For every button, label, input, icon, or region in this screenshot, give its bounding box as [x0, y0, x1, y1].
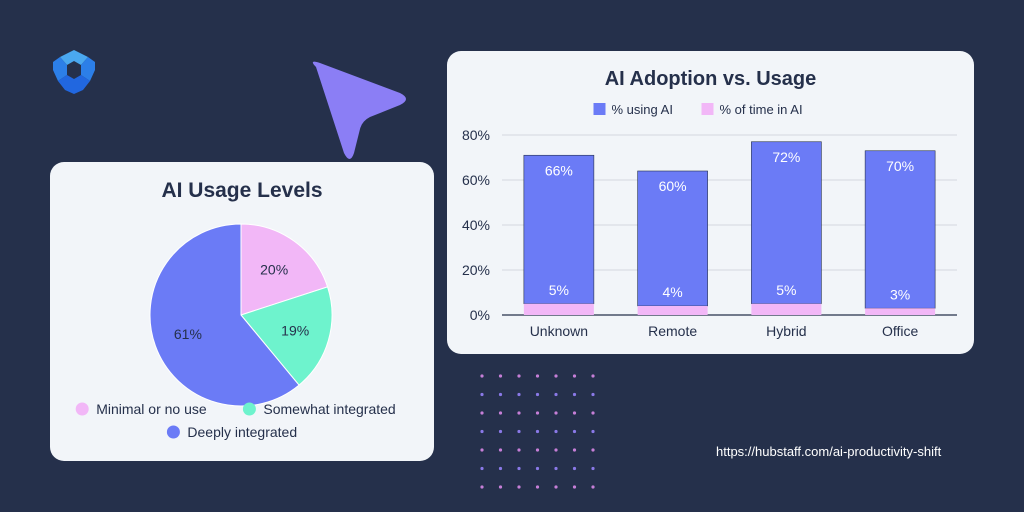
- bar-using-ai-2: [751, 141, 822, 305]
- x-tick-label-3: Office: [882, 323, 919, 339]
- decor-dot: [572, 374, 577, 378]
- bar-value-label-time-in-ai-0: 5%: [549, 282, 569, 298]
- legend-marker-0: [75, 402, 89, 416]
- decor-dot: [498, 466, 503, 471]
- decor-dot: [517, 466, 521, 471]
- decor-dot: [535, 374, 540, 378]
- decor-dot: [591, 466, 595, 471]
- decor-dot: [554, 466, 558, 471]
- legend-label-1: Somewhat integrated: [263, 401, 395, 417]
- legend-marker-1: [242, 402, 256, 416]
- decor-dot: [535, 411, 540, 415]
- pie-slice-2: [149, 223, 300, 407]
- bar-time-in-ai-0: [523, 303, 594, 315]
- decor-dot: [535, 392, 540, 397]
- decor-dot: [591, 411, 595, 415]
- pie-slice-label-0: 20%: [260, 261, 288, 277]
- decor-dot: [498, 448, 503, 452]
- decor-dot: [498, 485, 503, 489]
- x-tick-label-1: Remote: [648, 323, 697, 339]
- decor-dot: [517, 411, 521, 415]
- bar-value-label-using-ai-3: 70%: [886, 158, 914, 174]
- decor-dot: [591, 429, 595, 434]
- decor-dot: [517, 485, 521, 489]
- decor-dot: [498, 411, 503, 415]
- decor-dot: [591, 392, 595, 397]
- triangle-pointer-decor: [312, 61, 406, 159]
- decor-dot: [554, 411, 558, 415]
- decor-dot: [498, 429, 503, 434]
- legend-swatch-1: [701, 103, 714, 115]
- bar-value-label-using-ai-1: 60%: [659, 178, 687, 194]
- decor-dot: [498, 392, 503, 397]
- decor-dot: [572, 429, 577, 434]
- dot-grid-decor: [480, 374, 595, 489]
- pie-chart: 20% 19% 61% Minimal or no use Somewhat integ…: [75, 223, 396, 440]
- decor-dot: [572, 411, 577, 415]
- bar-chart-card: AI Adoption vs. Usage % using AI % of tim…: [447, 51, 974, 354]
- decor-dot: [591, 448, 595, 452]
- pie-slice-label-2: 61%: [174, 326, 202, 342]
- decor-dot: [480, 374, 484, 378]
- x-tick-label-2: Hybrid: [766, 323, 806, 339]
- legend-label-2: Deeply integrated: [187, 424, 297, 440]
- decor-dot: [554, 448, 558, 452]
- y-tick-label-2: 40%: [462, 217, 490, 233]
- pie-chart-card: AI Usage Levels 20% 19% 61% Minimal or no u…: [50, 162, 434, 461]
- decor-dot: [517, 448, 521, 452]
- decor-dot: [535, 429, 540, 434]
- bar-value-label-using-ai-0: 66%: [545, 162, 573, 178]
- decor-dot: [517, 392, 521, 397]
- x-tick-label-0: Unknown: [530, 323, 588, 339]
- bar-value-label-using-ai-2: 72%: [772, 149, 800, 165]
- legend-label-series-0: % using AI: [612, 102, 673, 117]
- legend-label-0: Minimal or no use: [96, 401, 207, 417]
- legend-swatch-0: [593, 103, 606, 115]
- decor-dot: [572, 485, 577, 489]
- bar-value-label-time-in-ai-2: 5%: [776, 282, 796, 298]
- bar-time-in-ai-2: [751, 303, 822, 315]
- pie-slice-label-1: 19%: [281, 323, 309, 339]
- decor-dot: [591, 374, 595, 378]
- decor-dot: [554, 429, 558, 434]
- pie-slice-1: [240, 286, 333, 386]
- decor-dot: [480, 392, 484, 397]
- decor-dot: [517, 374, 521, 378]
- decor-dot: [480, 429, 484, 434]
- decor-dot: [480, 448, 484, 452]
- decor-dot: [554, 392, 558, 397]
- bar-value-label-time-in-ai-1: 4%: [663, 284, 683, 300]
- bar-chart-title: AI Adoption vs. Usage: [604, 68, 817, 90]
- bar-using-ai-3: [864, 150, 936, 309]
- hubstaff-logo-icon: [53, 50, 95, 94]
- y-tick-label-3: 60%: [462, 172, 490, 188]
- decor-dot: [480, 466, 484, 471]
- bar-time-in-ai-1: [637, 306, 708, 315]
- decor-dot: [572, 392, 577, 397]
- bar-value-label-time-in-ai-3: 3%: [890, 286, 910, 302]
- decor-dot: [591, 485, 595, 489]
- decor-dot: [554, 485, 558, 489]
- legend-label-series-1: % of time in AI: [720, 102, 803, 117]
- legend-marker-2: [166, 425, 180, 439]
- bar-time-in-ai-3: [865, 308, 936, 315]
- decor-dot: [498, 374, 503, 378]
- pie-chart-title: AI Usage Levels: [161, 179, 323, 202]
- decor-dot: [535, 448, 540, 452]
- decor-dot: [480, 485, 484, 489]
- y-tick-label-0: 0%: [470, 307, 490, 323]
- bar-chart: % using AI % of time in AI 0% 20% 40% 60% 80% 6…: [462, 102, 957, 339]
- decor-dot: [535, 466, 540, 471]
- source-url[interactable]: https://hubstaff.com/ai-productivity-shi…: [716, 444, 942, 459]
- decor-dot: [535, 485, 540, 489]
- decor-dot: [517, 429, 521, 434]
- decor-dot: [572, 448, 577, 452]
- y-tick-label-4: 80%: [462, 127, 490, 143]
- decor-dot: [572, 466, 577, 471]
- y-tick-label-1: 20%: [462, 262, 490, 278]
- decor-dot: [480, 411, 484, 415]
- decor-dot: [554, 374, 558, 378]
- pie-slice-0: [240, 223, 329, 316]
